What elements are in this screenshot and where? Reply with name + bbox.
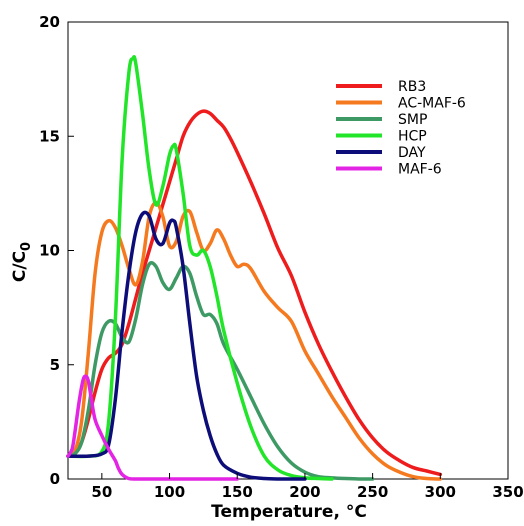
legend-label: DAY	[398, 145, 426, 161]
legend-label: MAF-6	[398, 162, 442, 178]
x-tick-label: 50	[91, 483, 112, 501]
series-line-hcp	[66, 55, 334, 481]
legend-label: RB3	[398, 79, 426, 95]
y-tick-label: 20	[39, 13, 60, 31]
y-tick-label: 0	[50, 470, 60, 488]
series-layer	[66, 55, 443, 481]
x-tick-label: 200	[289, 483, 320, 501]
legend-label: AC-MAF-6	[398, 96, 466, 112]
x-tick-label: 300	[425, 483, 456, 501]
x-tick-label: 350	[492, 483, 523, 501]
y-axis-title-main: C/C	[10, 251, 30, 282]
axes-layer: 50 100 150 200 250 300 350 0 5 10 15 20	[39, 13, 524, 501]
y-tick-label: 15	[39, 127, 60, 145]
x-tick-label: 250	[357, 483, 388, 501]
y-axis-title: C/C0	[10, 242, 34, 282]
svg-text:C/C0: C/C0	[10, 242, 34, 282]
x-tick-label: 150	[222, 483, 253, 501]
series-line-day	[66, 210, 307, 481]
y-tick-label: 5	[50, 356, 60, 374]
legend-label: SMP	[398, 112, 427, 128]
y-tick-label: 10	[39, 242, 60, 260]
y-axis-title-subscript: 0	[19, 242, 34, 251]
x-tick-label: 100	[154, 483, 185, 501]
series-line-rb3	[66, 109, 443, 477]
series-line-maf-6	[66, 374, 239, 481]
x-axis-title: Temperature, °C	[211, 502, 367, 522]
series-line-ac-maf-6	[66, 200, 443, 481]
legend-label: HCP	[398, 129, 427, 145]
